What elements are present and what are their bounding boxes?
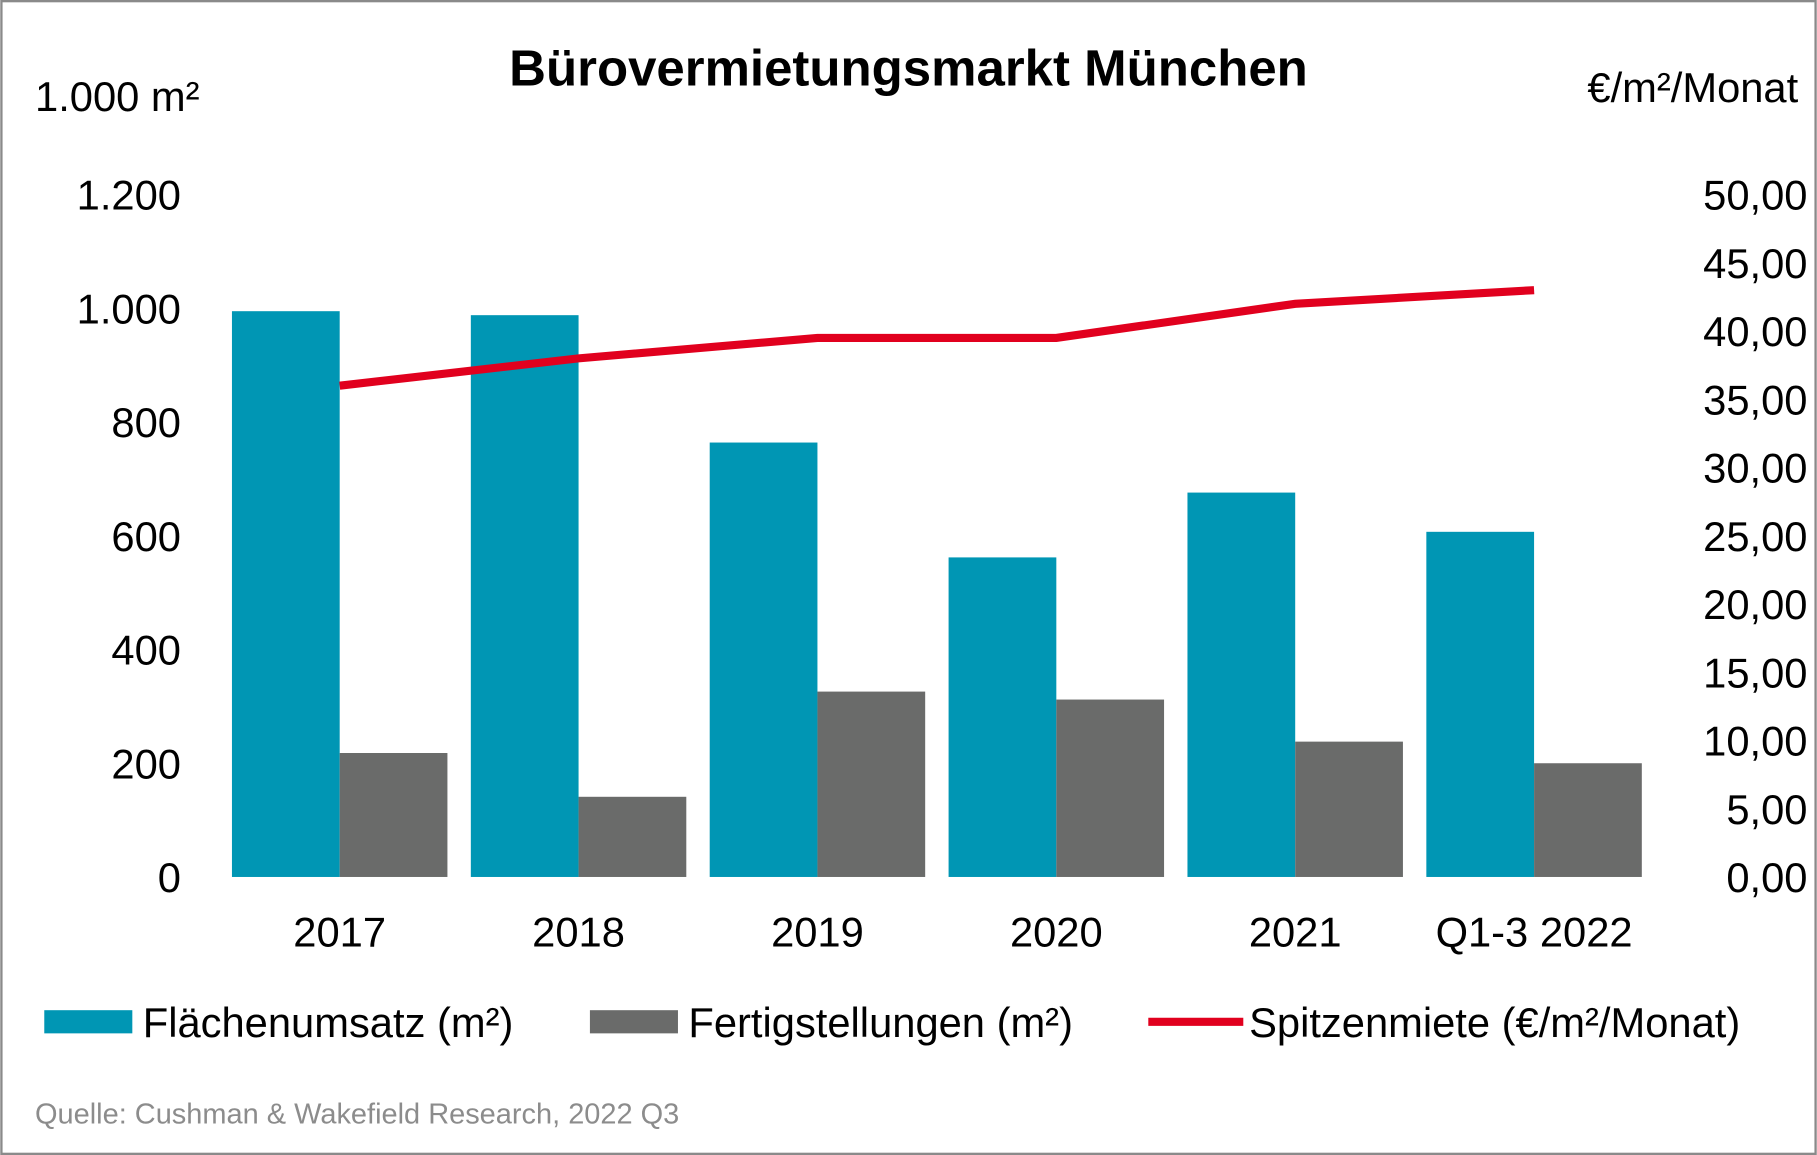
chart-title: Bürovermietungsmarkt München [509,40,1308,97]
bar-flaechenumsatz [470,315,579,877]
left-tick-label: 600 [111,513,181,560]
right-tick-label: 45,00 [1703,240,1807,287]
bar-flaechenumsatz [1426,531,1535,877]
right-tick-label: 15,00 [1703,649,1807,696]
legend-swatch [44,1010,133,1034]
x-tick-label: 2021 [1249,908,1342,955]
right-tick-label: 5,00 [1726,786,1807,833]
left-tick-label: 1.000 [77,285,181,332]
line-spitzenmiete [339,286,1535,390]
bar-fertigstellungen [1295,741,1403,877]
legend-label: Fertigstellungen (m²) [688,999,1073,1046]
x-tick-label: 2017 [293,908,386,955]
right-tick-label: 25,00 [1703,513,1807,560]
left-tick-label: 0 [158,854,181,901]
right-tick-label: 40,00 [1703,308,1807,355]
bar-fertigstellungen [817,691,926,877]
bar-fertigstellungen [578,796,687,877]
right-tick-label: 35,00 [1703,376,1807,423]
right-tick-label: 30,00 [1703,445,1807,492]
left-tick-label: 1.200 [77,172,181,219]
bar-flaechenumsatz [709,442,818,877]
bar-flaechenumsatz [948,557,1057,877]
bar-fertigstellungen [339,753,448,877]
legend-label: Spitzenmiete (€/m²/Monat) [1249,999,1740,1046]
source-note: Quelle: Cushman & Wakefield Research, 20… [35,1099,679,1131]
bar-flaechenumsatz [1187,492,1296,877]
bar-fertigstellungen [1056,699,1165,877]
left-tick-label: 200 [111,740,181,787]
x-tick-label: 2019 [771,908,864,955]
left-tick-label: 800 [111,399,181,446]
left-tick-label: 400 [111,627,181,674]
right-axis-label: €/m²/Monat [1587,64,1798,111]
bar-fertigstellungen [1534,763,1642,877]
right-tick-label: 10,00 [1703,718,1807,765]
right-tick-label: 0,00 [1726,854,1807,901]
left-axis-label: 1.000 m² [35,73,200,120]
legend-swatch [589,1010,678,1034]
x-tick-label: Q1-3 2022 [1436,908,1633,955]
legend-label: Flächenumsatz (m²) [143,999,514,1046]
right-tick-label: 20,00 [1703,581,1807,628]
x-tick-label: 2018 [532,908,625,955]
bar-flaechenumsatz [231,311,340,877]
x-tick-label: 2020 [1010,908,1103,955]
right-tick-label: 50,00 [1703,172,1807,219]
